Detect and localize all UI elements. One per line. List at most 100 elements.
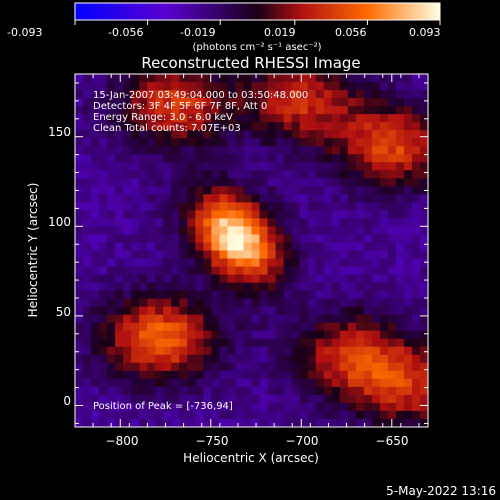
heatmap-cell xyxy=(211,130,221,139)
heatmap-cell xyxy=(267,186,277,195)
heatmap-cell xyxy=(411,394,421,404)
heatmap-cell xyxy=(259,146,269,155)
heatmap-cell xyxy=(267,290,277,300)
heatmap-cell xyxy=(115,114,124,123)
heatmap-cell xyxy=(131,82,140,91)
heatmap-cell xyxy=(147,90,156,99)
heatmap-cell xyxy=(115,394,124,404)
heatmap-cell xyxy=(363,378,373,388)
heatmap-cell xyxy=(115,218,124,228)
heatmap-cell xyxy=(251,298,261,308)
heatmap-cell xyxy=(403,266,413,276)
heatmap-cell xyxy=(267,418,277,427)
heatmap-cell xyxy=(371,90,381,99)
heatmap-cell xyxy=(307,402,317,412)
heatmap-cell xyxy=(171,266,180,276)
heatmap-cell xyxy=(243,418,253,427)
heatmap-cell xyxy=(139,282,148,292)
heatmap-cell xyxy=(83,130,92,139)
heatmap-cell xyxy=(283,322,293,332)
heatmap-cell xyxy=(171,98,180,107)
colorbar-tick-label: -0.019 xyxy=(180,26,215,39)
heatmap-cell xyxy=(379,258,389,268)
heatmap-cell xyxy=(219,138,229,147)
heatmap-cell xyxy=(123,330,132,340)
heatmap-cell xyxy=(203,114,212,123)
heatmap-cell xyxy=(83,370,92,380)
heatmap-cell xyxy=(219,162,229,171)
heatmap-cell xyxy=(267,274,277,284)
heatmap-cell xyxy=(291,186,301,195)
heatmap-cell xyxy=(307,130,317,139)
heatmap-cell xyxy=(323,194,333,203)
heatmap-cell xyxy=(187,330,196,340)
heatmap-cell xyxy=(195,210,204,220)
heatmap-cell xyxy=(203,290,212,300)
heatmap-cell xyxy=(419,370,428,380)
heatmap-cell xyxy=(99,226,108,236)
heatmap-cell xyxy=(131,266,140,276)
heatmap-cell xyxy=(275,130,285,139)
heatmap-cell xyxy=(227,370,237,380)
heatmap-cell xyxy=(411,170,421,179)
heatmap-cell xyxy=(107,162,116,171)
heatmap-cell xyxy=(371,186,381,195)
heatmap-cell xyxy=(411,218,421,228)
heatmap-cell xyxy=(235,282,245,292)
heatmap-cell xyxy=(267,218,277,228)
heatmap-cell xyxy=(171,322,180,332)
heatmap-cell xyxy=(363,138,373,147)
heatmap-cell xyxy=(411,306,421,316)
heatmap-cell xyxy=(139,90,148,99)
heatmap-cell xyxy=(283,250,293,260)
heatmap-cell xyxy=(131,274,140,284)
heatmap-cell xyxy=(139,82,148,91)
heatmap-cell xyxy=(283,394,293,404)
heatmap-cell xyxy=(307,346,317,356)
heatmap-cell xyxy=(371,274,381,284)
heatmap-cell xyxy=(131,194,140,203)
heatmap-cell xyxy=(347,186,357,195)
heatmap-cell xyxy=(315,306,325,316)
heatmap-cell xyxy=(395,138,405,147)
heatmap-cell xyxy=(339,338,349,348)
heatmap-cell xyxy=(379,106,389,115)
heatmap-cell xyxy=(203,418,212,427)
heatmap-cell xyxy=(419,266,428,276)
colorbar-units: (photons cm⁻² s⁻¹ asec⁻²) xyxy=(192,42,321,53)
heatmap-cell xyxy=(259,330,269,340)
heatmap-cell xyxy=(163,122,172,131)
heatmap-cell xyxy=(267,74,277,83)
heatmap-cell xyxy=(91,250,100,260)
heatmap-cell xyxy=(355,122,365,131)
heatmap-cell xyxy=(203,346,212,356)
heatmap-cell xyxy=(99,402,108,412)
y-axis-label: Heliocentric Y (arcsec) xyxy=(26,183,40,318)
heatmap-cell xyxy=(91,202,100,211)
heatmap-cell xyxy=(331,354,341,364)
heatmap-cell xyxy=(363,234,373,244)
heatmap-cell xyxy=(419,258,428,268)
heatmap-cell xyxy=(251,258,261,268)
heatmap-cell xyxy=(91,346,100,356)
heatmap-cell xyxy=(131,314,140,324)
heatmap-cell xyxy=(195,202,204,211)
heatmap-cell xyxy=(227,290,237,300)
heatmap-cell xyxy=(211,234,221,244)
heatmap-cell xyxy=(243,178,253,187)
heatmap-cell xyxy=(99,338,108,348)
heatmap-cell xyxy=(211,98,221,107)
heatmap-cell xyxy=(75,346,84,356)
heatmap-cell xyxy=(91,154,100,163)
heatmap-cell xyxy=(139,290,148,300)
heatmap-cell xyxy=(331,282,341,292)
heatmap-cell xyxy=(323,74,333,83)
heatmap-cell xyxy=(395,234,405,244)
heatmap-cell xyxy=(155,202,164,211)
heatmap-cell xyxy=(331,386,341,396)
heatmap-cell xyxy=(363,370,373,380)
heatmap-cell xyxy=(187,394,196,404)
heatmap-cell xyxy=(179,170,188,179)
heatmap-cell xyxy=(131,90,140,99)
heatmap-cell xyxy=(235,122,245,131)
